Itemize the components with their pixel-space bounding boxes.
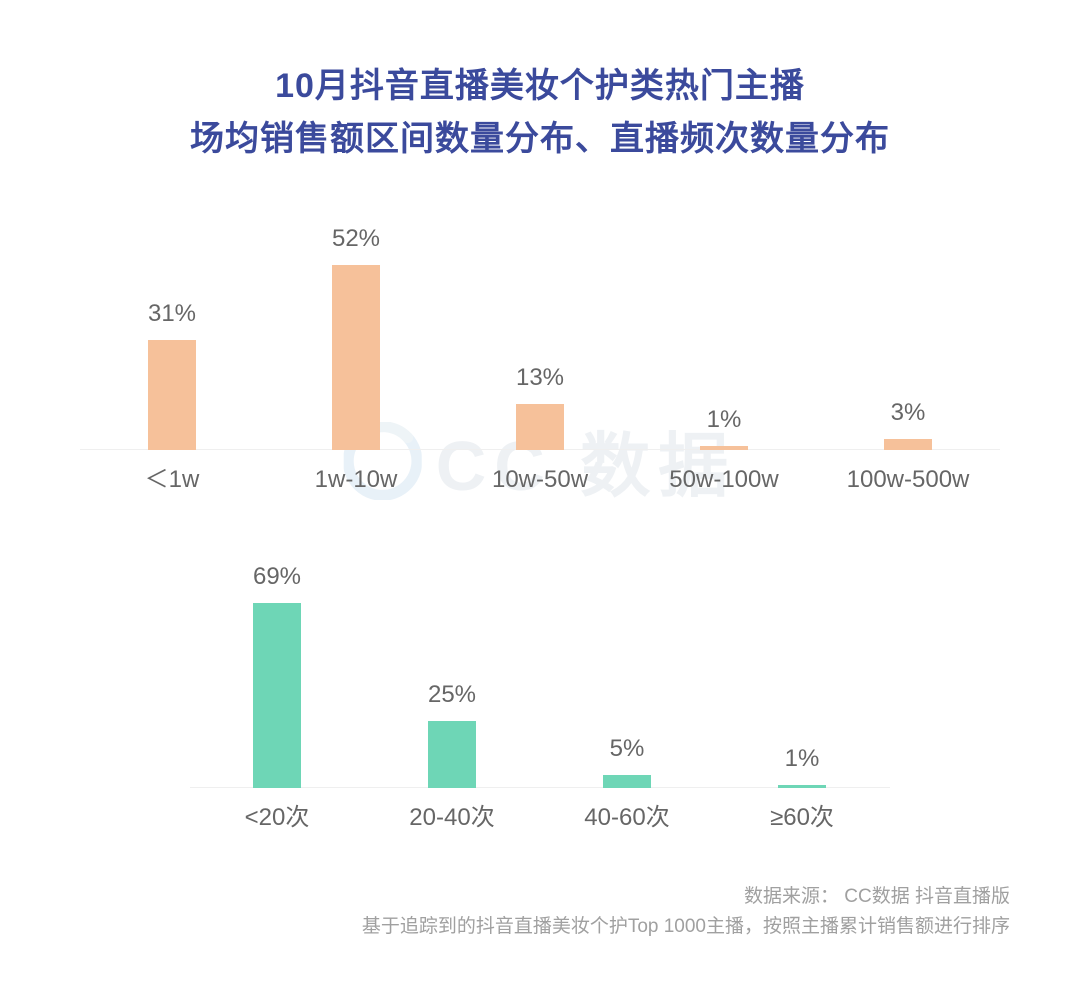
bar-group: 69%<20次 [253, 563, 301, 788]
bar-category-label: 50w-100w [669, 466, 778, 494]
bar-value-label: 25% [428, 681, 476, 709]
bar [778, 785, 826, 788]
title-line-1: 10月抖音直播美妆个护类热门主播 [0, 60, 1080, 113]
data-source-footer: 数据来源： CC数据 抖音直播版 基于追踪到的抖音直播美妆个护Top 1000主… [362, 882, 1010, 941]
bar-category-label: 10w-50w [492, 466, 588, 494]
bar-value-label: 31% [148, 300, 196, 328]
bar-value-label: 52% [332, 225, 380, 253]
sales-distribution-chart: 31%＜1w 52%1w-10w 13%10w-50w 1%50w-100w 3%100… [0, 225, 1080, 450]
bar-category-label: ≥60次 [770, 797, 834, 832]
title-line-2: 场均销售额区间数量分布、直播频次数量分布 [0, 113, 1080, 166]
bar-group: 25%20-40次 [428, 563, 476, 788]
bar-category-label: 20-40次 [409, 797, 494, 832]
bar-group: 13%10w-50w [516, 225, 564, 450]
chart-plot-area: 69%<20次 25%20-40次 5%40-60次 1%≥60次 [190, 563, 890, 788]
bar-category-label: 100w-500w [847, 466, 970, 494]
bar [332, 265, 380, 450]
bar [884, 439, 932, 450]
bar-value-label: 5% [610, 735, 645, 763]
bar-group: 5%40-60次 [603, 563, 651, 788]
bar-value-label: 3% [891, 399, 926, 427]
footer-line-2: 基于追踪到的抖音直播美妆个护Top 1000主播，按照主播累计销售额进行排序 [362, 912, 1010, 941]
bar-group: 31%＜1w [148, 225, 196, 450]
bar [428, 721, 476, 788]
bar-group: 3%100w-500w [884, 225, 932, 450]
chart-title: 10月抖音直播美妆个护类热门主播 场均销售额区间数量分布、直播频次数量分布 [0, 60, 1080, 165]
bar-value-label: 1% [707, 406, 742, 434]
bar [603, 775, 651, 788]
bar [516, 404, 564, 450]
bar-value-label: 1% [785, 745, 820, 773]
bar-category-label: <20次 [245, 797, 310, 832]
bar-category-label: 1w-10w [315, 466, 398, 494]
bar [148, 340, 196, 450]
bar-category-label: 40-60次 [584, 797, 669, 832]
footer-line-1: 数据来源： CC数据 抖音直播版 [362, 882, 1010, 911]
bar-group: 1%≥60次 [778, 563, 826, 788]
bar-value-label: 69% [253, 563, 301, 591]
chart-plot-area: 31%＜1w 52%1w-10w 13%10w-50w 1%50w-100w 3%100… [80, 225, 1000, 450]
page: CC 数据 10月抖音直播美妆个护类热门主播 场均销售额区间数量分布、直播频次数… [0, 0, 1080, 987]
bar [253, 603, 301, 788]
bar [700, 446, 748, 450]
bar-category-label: ＜1w [145, 459, 200, 494]
bar-group: 52%1w-10w [332, 225, 380, 450]
bar-group: 1%50w-100w [700, 225, 748, 450]
bar-value-label: 13% [516, 364, 564, 392]
frequency-distribution-chart: 69%<20次 25%20-40次 5%40-60次 1%≥60次 [0, 563, 1080, 788]
